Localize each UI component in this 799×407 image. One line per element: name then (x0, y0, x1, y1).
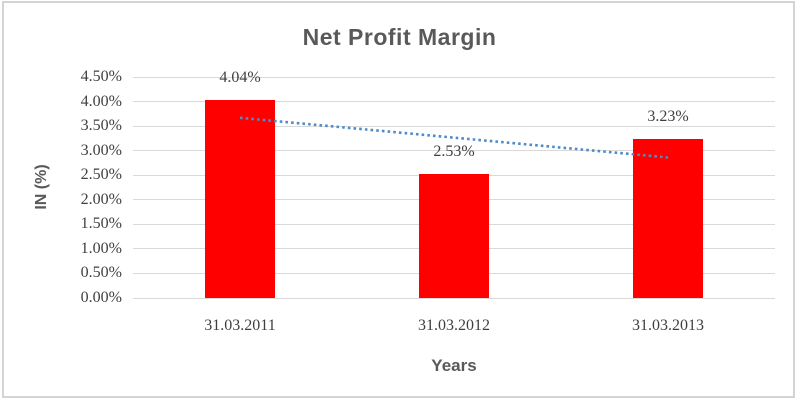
gridline (133, 150, 775, 152)
y-axis-tick-label: 1.50% (80, 215, 122, 233)
x-category-label: 31.03.2013 (632, 317, 704, 334)
gridline (133, 125, 775, 127)
y-axis-tick-label: 2.50% (80, 166, 122, 184)
trendline (239, 116, 669, 159)
gridline (133, 297, 775, 299)
bar-value-label: 2.53% (433, 142, 475, 160)
y-axis-tick-label: 1.00% (80, 239, 122, 257)
y-axis-tick-label: 3.00% (80, 141, 122, 159)
bar (205, 99, 275, 298)
x-category-label: 31.03.2011 (204, 317, 276, 334)
y-axis-tick-label: 4.00% (80, 92, 122, 110)
y-axis-tick-label: 2.00% (80, 190, 122, 208)
y-axis-tick-label: 0.50% (80, 264, 122, 282)
bar (633, 139, 703, 298)
gridline (133, 101, 775, 103)
x-category-label: 31.03.2012 (418, 317, 490, 334)
y-axis-tick-label: 0.00% (80, 289, 122, 306)
plot-area: 4.04% 2.53% 3.23% (133, 69, 775, 299)
bar-value-label: 4.04% (219, 68, 261, 86)
x-axis-title: Years (431, 356, 477, 375)
y-axis-tick-label: 3.50% (80, 117, 122, 135)
gridline (133, 76, 775, 78)
bar (419, 173, 489, 298)
chart-title: Net Profit Margin (302, 24, 497, 50)
trendline-segment (239, 116, 669, 159)
bar-value-label: 3.23% (647, 108, 689, 126)
y-axis-tick-label: 4.50% (80, 68, 122, 85)
